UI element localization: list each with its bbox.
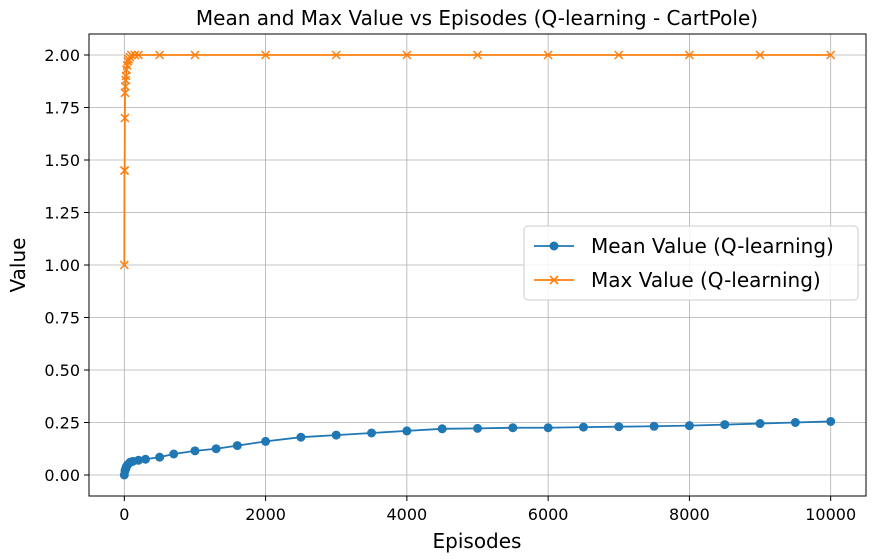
data-point bbox=[133, 455, 143, 465]
data-point bbox=[119, 260, 129, 270]
data-point bbox=[508, 423, 518, 433]
x-tick-label: 2000 bbox=[245, 505, 286, 524]
data-point bbox=[211, 444, 221, 454]
x-tick-label: 0 bbox=[119, 505, 129, 524]
chart-title: Mean and Max Value vs Episodes (Q-learni… bbox=[196, 6, 758, 30]
legend-box bbox=[523, 225, 859, 301]
legend-marker-mean bbox=[549, 241, 559, 251]
series-0 bbox=[119, 416, 836, 480]
x-tick-label: 8000 bbox=[669, 505, 710, 524]
data-point bbox=[826, 416, 836, 426]
data-point bbox=[614, 422, 624, 432]
data-point bbox=[133, 50, 143, 60]
y-axis-label: Value bbox=[6, 238, 30, 293]
y-tick-label: 0.00 bbox=[44, 466, 80, 485]
data-point bbox=[649, 421, 659, 431]
data-point bbox=[261, 436, 271, 446]
series-layer bbox=[119, 50, 836, 480]
x-axis-label: Episodes bbox=[433, 529, 522, 553]
data-point bbox=[402, 50, 412, 60]
legend-label-max: Max Value (Q-learning) bbox=[591, 268, 821, 292]
legend-marker-max bbox=[549, 275, 559, 285]
data-point bbox=[543, 50, 553, 60]
x-axis-ticks: 0 2000 4000 6000 8000 10000 bbox=[119, 496, 856, 524]
legend-label-mean: Mean Value (Q-learning) bbox=[591, 234, 834, 258]
data-point bbox=[543, 423, 553, 433]
data-point bbox=[755, 50, 765, 60]
y-tick-label: 0.25 bbox=[44, 414, 80, 433]
data-point bbox=[826, 50, 836, 60]
y-tick-label: 2.00 bbox=[44, 46, 80, 65]
data-point bbox=[155, 50, 165, 60]
data-point bbox=[790, 418, 800, 427]
y-tick-label: 1.75 bbox=[44, 99, 80, 118]
data-point bbox=[130, 50, 140, 60]
y-tick-label: 1.50 bbox=[44, 151, 80, 170]
data-point bbox=[720, 420, 730, 430]
x-tick-label: 10000 bbox=[805, 505, 856, 524]
data-point bbox=[614, 50, 624, 60]
data-point bbox=[402, 426, 412, 436]
data-point bbox=[155, 452, 165, 462]
data-point bbox=[261, 50, 271, 60]
data-point bbox=[232, 441, 242, 451]
y-tick-label: 0.50 bbox=[44, 361, 80, 380]
data-point bbox=[437, 424, 447, 434]
data-point bbox=[120, 113, 130, 123]
data-point bbox=[120, 165, 130, 176]
data-point bbox=[126, 50, 136, 60]
y-tick-label: 1.25 bbox=[44, 204, 80, 223]
data-point bbox=[473, 423, 482, 433]
series-1 bbox=[119, 50, 836, 270]
data-point bbox=[331, 50, 341, 60]
data-point bbox=[684, 421, 694, 431]
y-tick-label: 1.00 bbox=[44, 256, 80, 275]
data-point bbox=[684, 50, 694, 60]
y-tick-label: 0.75 bbox=[44, 309, 80, 328]
x-tick-label: 4000 bbox=[387, 505, 428, 524]
data-point bbox=[190, 50, 200, 60]
data-point bbox=[331, 430, 341, 440]
data-point bbox=[141, 454, 151, 464]
y-axis-ticks: 0.00 0.25 0.50 0.75 1.00 1.25 1.50 1.75 2.00 bbox=[44, 46, 89, 485]
data-point bbox=[169, 449, 179, 459]
data-point bbox=[578, 422, 588, 432]
x-tick-label: 6000 bbox=[528, 505, 569, 524]
legend: Mean Value (Q-learning) Max Value (Q-lea… bbox=[523, 225, 859, 301]
data-point bbox=[190, 446, 200, 456]
data-point bbox=[367, 428, 377, 438]
data-point bbox=[755, 419, 765, 429]
data-point bbox=[296, 432, 306, 442]
data-point bbox=[472, 50, 483, 60]
